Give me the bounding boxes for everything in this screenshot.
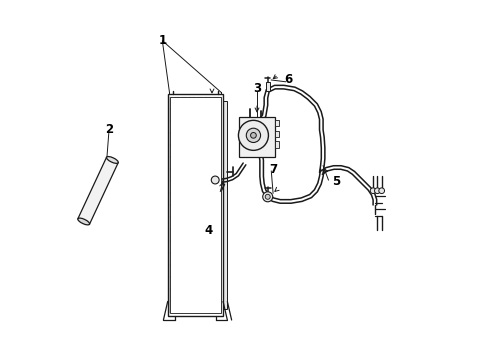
- Text: 5: 5: [331, 175, 340, 188]
- Bar: [274, 141, 279, 148]
- Text: 4: 4: [204, 224, 212, 237]
- Circle shape: [369, 188, 375, 194]
- Bar: [239, 117, 274, 157]
- Text: 1: 1: [158, 34, 166, 47]
- Bar: [274, 131, 279, 137]
- Circle shape: [264, 194, 270, 199]
- Circle shape: [378, 188, 384, 194]
- Ellipse shape: [106, 157, 118, 163]
- Circle shape: [262, 192, 272, 202]
- Ellipse shape: [78, 218, 89, 225]
- Text: 7: 7: [268, 163, 277, 176]
- Bar: [223, 102, 227, 309]
- Bar: [274, 120, 279, 126]
- Circle shape: [246, 128, 260, 143]
- Circle shape: [238, 120, 268, 150]
- Text: 2: 2: [104, 123, 113, 136]
- Text: 3: 3: [252, 82, 261, 95]
- Bar: [170, 97, 220, 313]
- Bar: [265, 82, 269, 91]
- Bar: [167, 94, 223, 316]
- Circle shape: [211, 176, 219, 184]
- Polygon shape: [78, 157, 118, 224]
- Circle shape: [250, 132, 256, 138]
- Text: 6: 6: [284, 73, 292, 86]
- Circle shape: [374, 188, 380, 194]
